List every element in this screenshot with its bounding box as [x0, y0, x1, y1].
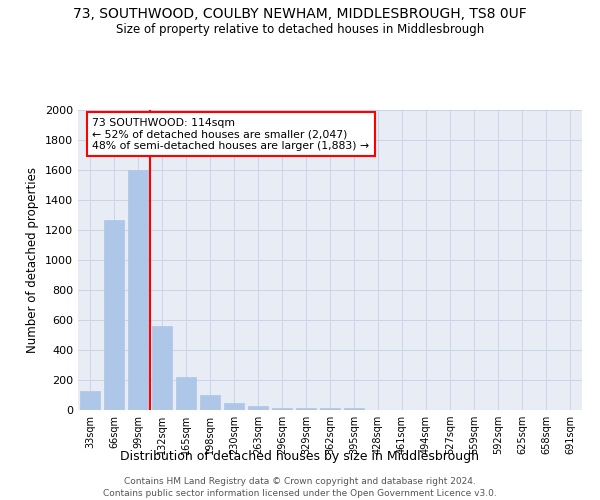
Bar — [344, 408, 364, 410]
Bar — [104, 220, 124, 410]
Bar — [152, 326, 172, 410]
Bar — [320, 408, 340, 410]
Text: Size of property relative to detached houses in Middlesbrough: Size of property relative to detached ho… — [116, 22, 484, 36]
Bar — [80, 390, 100, 410]
Bar — [296, 408, 316, 410]
Bar — [176, 377, 196, 410]
Bar — [272, 408, 292, 410]
Text: 73, SOUTHWOOD, COULBY NEWHAM, MIDDLESBROUGH, TS8 0UF: 73, SOUTHWOOD, COULBY NEWHAM, MIDDLESBRO… — [73, 8, 527, 22]
Text: Contains public sector information licensed under the Open Government Licence v3: Contains public sector information licen… — [103, 489, 497, 498]
Text: Distribution of detached houses by size in Middlesbrough: Distribution of detached houses by size … — [121, 450, 479, 463]
Bar — [200, 395, 220, 410]
Text: Contains HM Land Registry data © Crown copyright and database right 2024.: Contains HM Land Registry data © Crown c… — [124, 478, 476, 486]
Bar — [248, 406, 268, 410]
Text: 73 SOUTHWOOD: 114sqm
← 52% of detached houses are smaller (2,047)
48% of semi-de: 73 SOUTHWOOD: 114sqm ← 52% of detached h… — [92, 118, 370, 150]
Bar — [224, 402, 244, 410]
Y-axis label: Number of detached properties: Number of detached properties — [26, 167, 40, 353]
Bar — [128, 170, 148, 410]
